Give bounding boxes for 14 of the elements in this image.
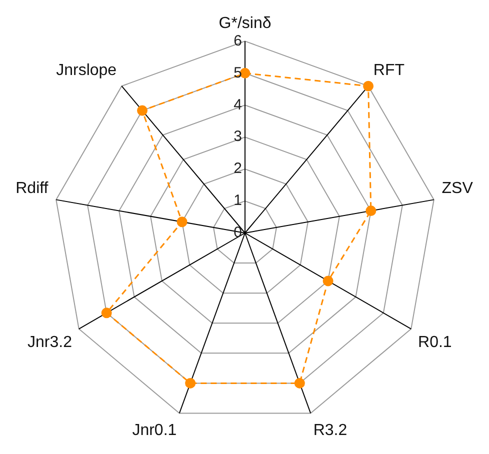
y-tick-label: 2 — [234, 160, 242, 178]
y-tick-label: 6 — [234, 32, 242, 50]
spoke-label: Jnr3.2 — [28, 334, 72, 351]
spoke-label: Rdiff — [16, 180, 49, 198]
y-tick-label: 3 — [234, 128, 242, 146]
y-tick-label: 1 — [234, 192, 242, 210]
spoke-label: Jnrslope — [56, 62, 117, 79]
y-tick-label: 4 — [234, 96, 242, 114]
spoke-label: G*/sinδ — [218, 15, 272, 32]
spoke-label: ZSV — [442, 180, 474, 198]
spoke-label: RFT — [373, 62, 405, 79]
spoke-label: R3.2 — [313, 422, 348, 439]
spoke-label: R0.1 — [418, 334, 452, 351]
spoke-label: Jnr0.1 — [132, 422, 177, 439]
